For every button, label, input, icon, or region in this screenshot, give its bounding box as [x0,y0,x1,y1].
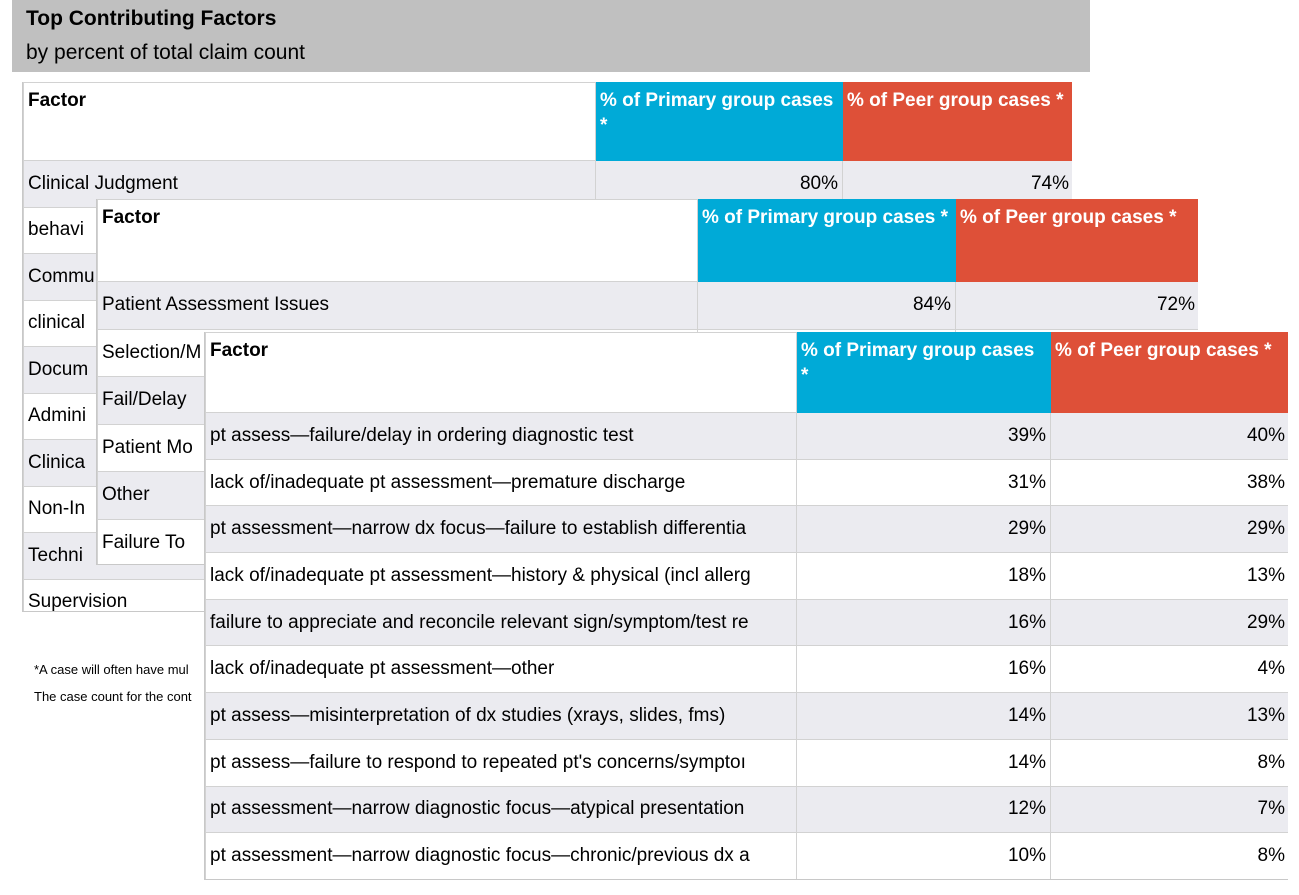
factor-cell: failure to appreciate and reconcile rele… [205,598,797,647]
table-row: pt assessment—narrow diagnostic focus—at… [205,785,1288,834]
primary-value-cell: 14% [796,692,1051,740]
primary-value-cell: 12% [796,785,1051,834]
table-row: Patient Assessment Issues 84% 72% [97,281,1198,330]
report-title: Top Contributing Factors [26,7,277,30]
peer-value-cell: 38% [1050,458,1288,507]
column-header-primary: % of Primary group cases * [697,199,956,282]
column-header-factor: Factor [97,199,698,282]
table-row: pt assess—misinterpretation of dx studie… [205,692,1288,740]
factors-table-3-body: pt assess—failure/delay in ordering diag… [205,412,1288,879]
factor-cell: pt assess—failure/delay in ordering diag… [205,412,797,460]
peer-value-cell: 13% [1050,552,1288,600]
footnote-1: *A case will often have mul [34,662,189,677]
column-header-primary: % of Primary group cases * [595,82,843,161]
factor-cell: pt assessment—narrow diagnostic focus—at… [205,785,797,834]
column-header-factor: Factor [205,332,797,413]
primary-value-cell: 18% [796,552,1051,600]
primary-value-cell: 39% [796,412,1051,460]
primary-value-cell: 14% [796,738,1051,787]
report-subtitle: by percent of total claim count [26,41,305,64]
factor-cell: lack of/inadequate pt assessment—prematu… [205,458,797,507]
report-header: Top Contributing Factors by percent of t… [12,0,1090,72]
factor-cell: pt assess—misinterpretation of dx studie… [205,692,797,740]
peer-value-cell: 8% [1050,738,1288,787]
table-row: lack of/inadequate pt assessment—history… [205,552,1288,600]
factor-cell: pt assessment—narrow diagnostic focus—ch… [205,832,797,879]
peer-value-cell: 8% [1050,832,1288,879]
column-header-peer: % of Peer group cases * [1050,332,1288,413]
factors-table-panel-3: Factor % of Primary group cases * % of P… [204,332,1288,880]
table-row: lack of/inadequate pt assessment—other 16… [205,645,1288,694]
factors-table-3: Factor % of Primary group cases * % of P… [205,332,1288,879]
factor-cell: lack of/inadequate pt assessment—history… [205,552,797,600]
table-row: pt assess—failure/delay in ordering diag… [205,412,1288,460]
table-row: pt assessment—narrow dx focus—failure to… [205,505,1288,554]
factor-cell: lack of/inadequate pt assessment—other [205,645,797,694]
column-header-primary: % of Primary group cases * [796,332,1051,413]
primary-value-cell: 16% [796,598,1051,647]
peer-value-cell: 13% [1050,692,1288,740]
factor-cell: Patient Assessment Issues [97,281,698,330]
peer-value-cell: 7% [1050,785,1288,834]
peer-value-cell: 4% [1050,645,1288,694]
primary-value-cell: 84% [697,281,956,330]
primary-value-cell: 10% [796,832,1051,879]
factor-cell: pt assess—failure to respond to repeated… [205,738,797,787]
column-header-factor: Factor [23,82,596,161]
table-row: failure to appreciate and reconcile rele… [205,598,1288,647]
peer-value-cell: 29% [1050,505,1288,554]
factor-cell: pt assessment—narrow dx focus—failure to… [205,505,797,554]
primary-value-cell: 16% [796,645,1051,694]
footnote-2: The case count for the cont [34,689,192,704]
peer-value-cell: 40% [1050,412,1288,460]
peer-value-cell: 72% [955,281,1198,330]
primary-value-cell: 29% [796,505,1051,554]
peer-value-cell: 29% [1050,598,1288,647]
table-row: pt assess—failure to respond to repeated… [205,738,1288,787]
table-row: pt assessment—narrow diagnostic focus—ch… [205,832,1288,879]
table-row: lack of/inadequate pt assessment—prematu… [205,458,1288,507]
column-header-peer: % of Peer group cases * [842,82,1072,161]
column-header-peer: % of Peer group cases * [955,199,1198,282]
primary-value-cell: 31% [796,458,1051,507]
